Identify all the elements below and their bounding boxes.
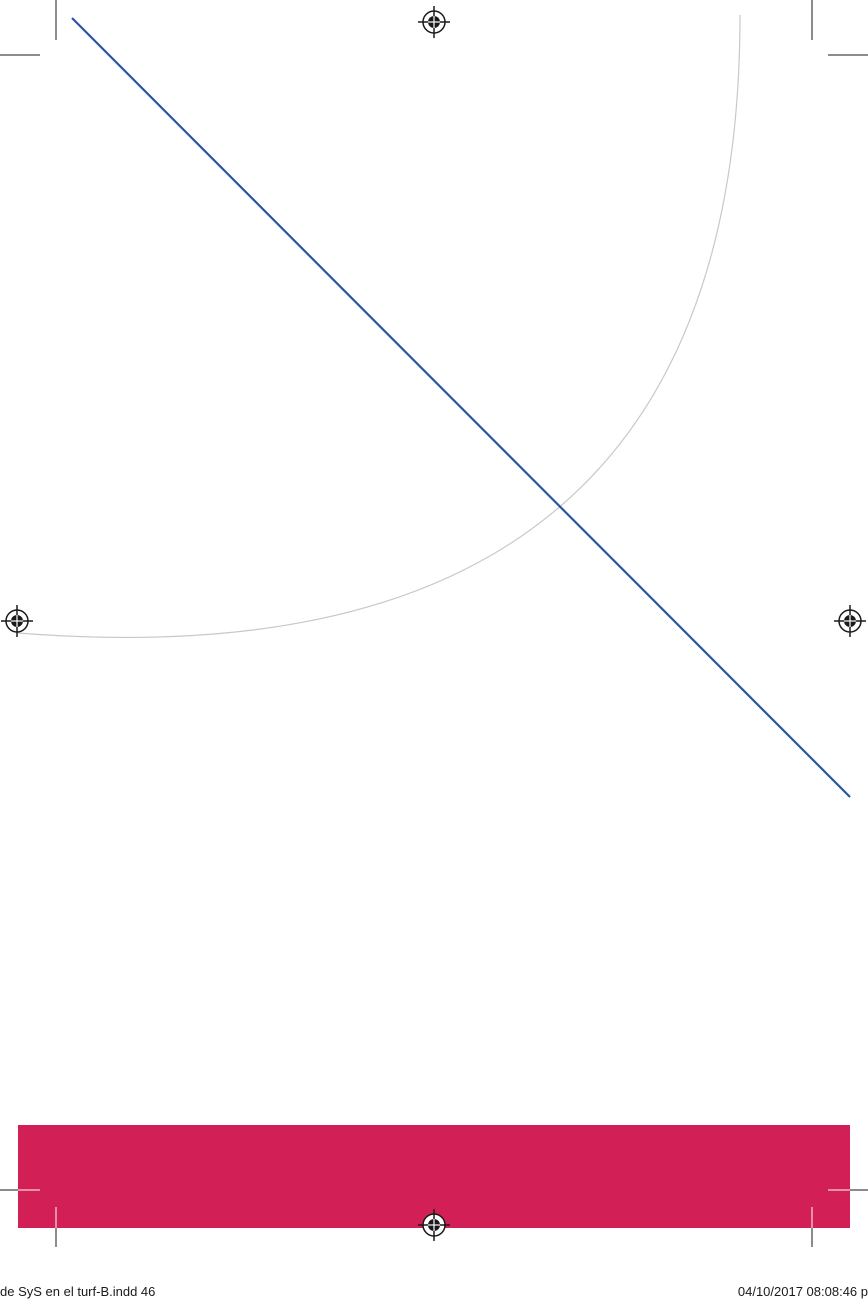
crop-marks xyxy=(0,0,868,1247)
slug-file-info: de SyS en el turf-B.indd 46 xyxy=(0,1284,156,1299)
registration-mark-bottom xyxy=(418,1209,450,1241)
registration-mark-left xyxy=(1,605,33,637)
slug-timestamp: 04/10/2017 08:08:46 p xyxy=(737,1284,868,1299)
registration-mark-top xyxy=(418,6,450,38)
registration-mark-right xyxy=(834,605,866,637)
crop-marks-knockout xyxy=(18,1189,850,1228)
blue-diagonal-line xyxy=(71,17,851,798)
